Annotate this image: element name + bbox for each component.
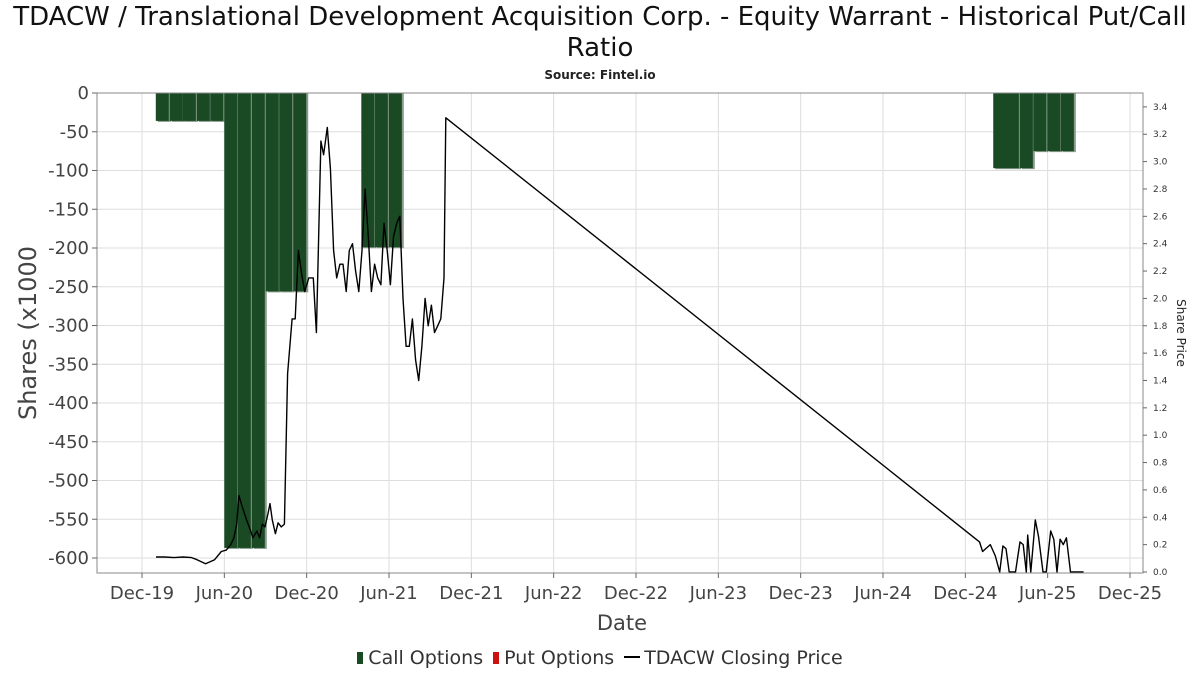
price-line-layer (156, 117, 1084, 573)
call-bar (237, 93, 251, 548)
x-tick-label: Jun-20 (195, 583, 254, 604)
x-tick-label: Dec-23 (769, 583, 833, 604)
y2-tick-label: 0.4 (1153, 513, 1168, 523)
call-bar (1005, 93, 1019, 169)
call-bar (251, 93, 265, 548)
legend-swatch-call (357, 652, 364, 664)
y2-tick-label: 3.0 (1153, 158, 1168, 168)
call-bar (1060, 93, 1074, 152)
y2-tick-label: 2.6 (1153, 212, 1168, 222)
legend-label-call: Call Options (368, 647, 484, 669)
y2-tick-label: 0.6 (1153, 486, 1168, 496)
y-tick-label: -500 (48, 471, 89, 492)
call-bar (182, 93, 196, 121)
legend-label-price: TDACW Closing Price (644, 647, 843, 669)
y-axis-ticks: 0 -50 -100 -150 -200 -250 -300 -350 -400 -450 -500… (48, 83, 97, 569)
y-tick-label: -50 (60, 122, 89, 143)
call-bar (374, 93, 388, 248)
chart-title: TDACW / Translational Development Acquis… (13, 2, 1187, 63)
call-bar (388, 93, 402, 248)
call-bar (293, 93, 307, 292)
call-bar (993, 93, 1007, 169)
x-tick-label: Dec-22 (604, 583, 668, 604)
y2-tick-label: 3.4 (1153, 103, 1168, 113)
y2-tick-label: 1.0 (1153, 431, 1168, 441)
chart-legend: Call Options Put Options TDACW Closing P… (0, 647, 1200, 669)
y2-tick-label: 1.8 (1153, 322, 1168, 332)
chart-subtitle: Source: Fintel.io (544, 68, 656, 82)
x-tick-label: Jun-22 (524, 583, 583, 604)
y2-tick-label: 2.2 (1153, 267, 1167, 277)
call-option-bars (155, 93, 1076, 549)
legend-item-price: TDACW Closing Price (624, 647, 843, 669)
y-tick-label: -150 (48, 199, 89, 220)
x-tick-label: Jun-21 (359, 583, 418, 604)
y2-tick-label: 2.8 (1153, 185, 1168, 195)
y-axis-label: Shares (x1000 (14, 246, 42, 420)
legend-swatch-price (624, 655, 641, 658)
y-tick-label: -350 (48, 354, 89, 375)
x-tick-label: Dec-24 (933, 583, 997, 604)
legend-item-put: Put Options (493, 647, 614, 669)
y2-tick-label: 1.4 (1153, 376, 1168, 386)
call-bar (265, 93, 279, 292)
y-tick-label: 0 (78, 83, 89, 104)
x-tick-label: Jun-23 (689, 583, 748, 604)
y2-tick-label: 1.6 (1153, 349, 1168, 359)
plot-frame (96, 92, 1144, 574)
x-tick-label: Dec-21 (439, 583, 503, 604)
call-bar (210, 93, 224, 121)
y2-tick-label: 0.2 (1153, 541, 1167, 551)
x-axis-ticks: Dec-19 Jun-20 Dec-20 Jun-21 Dec-21 Jun-22 Dec-… (110, 573, 1162, 604)
y2-tick-label: 2.4 (1153, 240, 1168, 250)
call-bar (196, 93, 210, 121)
y2-axis-label: Share Price (1174, 299, 1188, 367)
x-tick-label: Jun-24 (853, 583, 912, 604)
call-bar (1019, 93, 1033, 169)
legend-label-put: Put Options (504, 647, 615, 669)
price-line (156, 117, 1084, 573)
x-axis-label: Date (597, 611, 647, 635)
y-tick-label: -300 (48, 316, 89, 337)
x-tick-label: Jun-25 (1018, 583, 1077, 604)
y2-tick-label: 0.8 (1153, 459, 1168, 469)
y2-tick-label: 1.2 (1153, 404, 1167, 414)
y-tick-label: -400 (48, 393, 89, 414)
call-bar (155, 93, 169, 121)
call-bar (1047, 93, 1061, 152)
x-tick-label: Dec-25 (1098, 583, 1162, 604)
legend-swatch-put (493, 652, 500, 664)
y-tick-label: -200 (48, 238, 89, 259)
call-bar (1033, 93, 1047, 152)
y2-tick-label: 3.2 (1153, 130, 1167, 140)
call-bar (224, 93, 238, 548)
plot-border (96, 92, 1144, 574)
y-tick-label: -100 (48, 161, 89, 182)
call-bar (279, 93, 293, 292)
y-tick-label: -600 (48, 548, 89, 569)
y2-axis-ticks: 0.0 0.2 0.4 0.6 0.8 1.0 1.2 1.4 1.6 1.8 2.0 2.2 2.4 2… (1143, 103, 1168, 578)
y2-tick-label: 2.0 (1153, 294, 1168, 304)
y2-tick-label: 0.0 (1153, 568, 1168, 578)
y-tick-label: -250 (48, 277, 89, 298)
y-tick-label: -450 (48, 432, 89, 453)
legend-item-call: Call Options (357, 647, 483, 669)
y-tick-label: -550 (48, 509, 89, 530)
x-tick-label: Dec-20 (275, 583, 339, 604)
x-tick-label: Dec-19 (110, 583, 174, 604)
call-bar (169, 93, 183, 121)
